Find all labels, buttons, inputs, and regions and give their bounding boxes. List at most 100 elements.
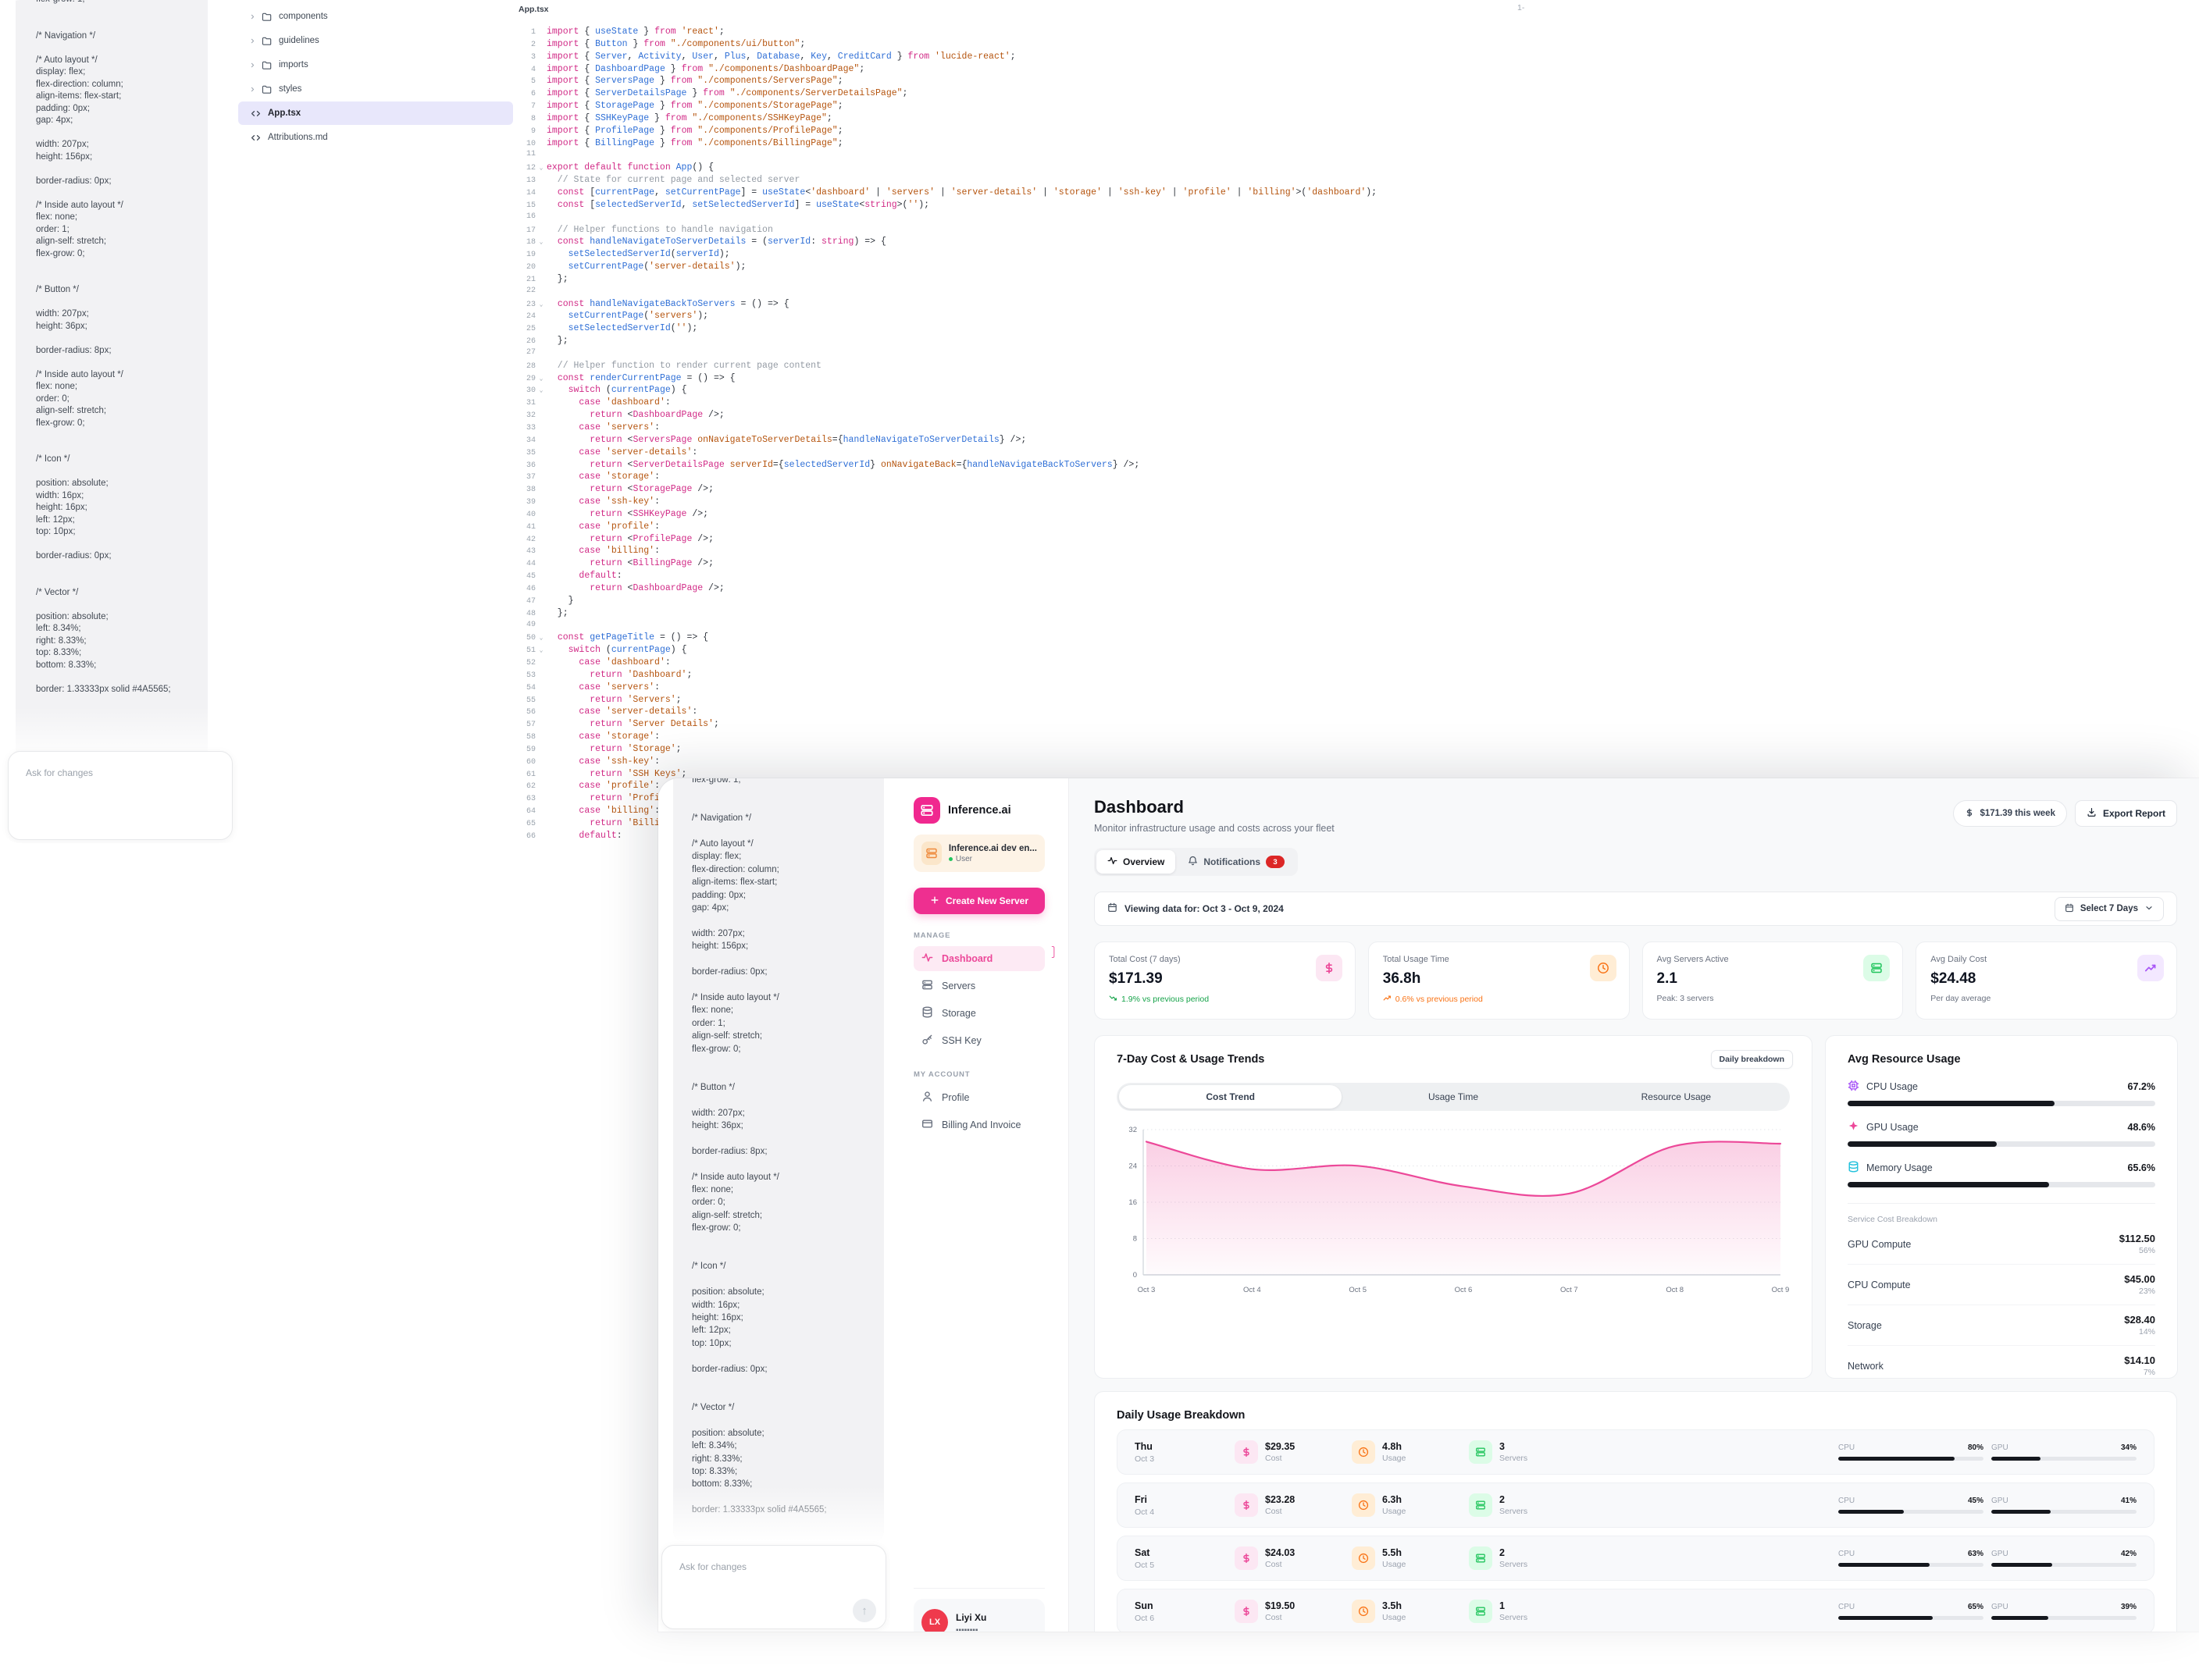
ask-for-changes-input-floating[interactable]: Ask for changes ↑ xyxy=(661,1545,886,1629)
sidebar-item-dashboard[interactable]: Dashboard xyxy=(914,946,1055,971)
view-tabs: Overview Notifications 3 xyxy=(1094,848,1299,876)
workspace-name: Inference.ai dev en... xyxy=(948,843,1037,853)
trend-tab-cost-trend[interactable]: Cost Trend xyxy=(1119,1085,1342,1109)
chat-css-text-floating: flex-grow: 1; /* Navigation */ /* Auto l… xyxy=(692,778,827,1514)
daily-row-fri[interactable]: Fri Oct 4 $23.28 Cost 6.3h Usage 2 Servers CPU 45… xyxy=(1117,1482,2154,1528)
code-text: return <StoragePage />; xyxy=(590,484,714,495)
daily-value-label: Usage xyxy=(1382,1507,1406,1516)
code-text: return <ProfilePage />; xyxy=(590,533,714,544)
tree-item-styles[interactable]: styles xyxy=(238,77,513,101)
server-icon xyxy=(1469,1600,1492,1623)
tree-item-guidelines[interactable]: guidelines xyxy=(238,29,513,52)
code-text: case 'storage': xyxy=(579,731,660,742)
code-line: 21 }; xyxy=(515,274,1377,287)
fold-caret-icon[interactable]: ⌄ xyxy=(539,387,544,395)
daily-value-label: Servers xyxy=(1499,1560,1528,1569)
select-days-dropdown[interactable]: Select 7 Days xyxy=(2054,896,2164,921)
dollar-icon xyxy=(1235,1440,1258,1464)
daily-value: $24.03 xyxy=(1265,1547,1296,1558)
tree-item-app-tsx[interactable]: App.tsx xyxy=(238,101,513,125)
code-text: // State for current page and selected s… xyxy=(547,175,800,186)
figma-make-window: flex-grow: 1; /* Navigation */ /* Auto l… xyxy=(8,0,1525,843)
line-number: 14 xyxy=(526,188,536,198)
daily-row-sat[interactable]: Sat Oct 5 $24.03 Cost 5.5h Usage 2 Servers CPU 63… xyxy=(1117,1536,2154,1581)
usage-label: CPU Usage xyxy=(1866,1081,1918,1092)
metric-value: $24.48 xyxy=(1930,970,1976,987)
daily-value: $23.28 xyxy=(1265,1494,1296,1505)
send-icon[interactable]: ↑ xyxy=(853,1599,876,1622)
sidebar-item-servers[interactable]: Servers xyxy=(914,973,1045,998)
workspace-role: User xyxy=(948,855,1037,863)
trend-down-icon xyxy=(1109,994,1117,1005)
trend-card-title: 7-Day Cost & Usage Trends xyxy=(1117,1053,1265,1066)
code-editor[interactable]: 1 import { useState } from 'react'; 2 impor… xyxy=(515,27,1377,843)
usage-percent: 67.2% xyxy=(2127,1081,2155,1092)
sidebar-item-billing-and-invoice[interactable]: Billing And Invoice xyxy=(914,1112,1045,1137)
tab-notifications[interactable]: Notifications 3 xyxy=(1177,850,1296,874)
tab-overview[interactable]: Overview xyxy=(1096,850,1176,874)
line-number: 28 xyxy=(526,361,536,371)
fold-caret-icon[interactable]: ⌄ xyxy=(539,375,544,383)
ask-placeholder: Ask for changes xyxy=(679,1561,747,1572)
line-number: 15 xyxy=(526,201,536,210)
code-line: 36 return <ServerDetailsPage serverId={s… xyxy=(515,460,1377,472)
usage-progress-bar xyxy=(1848,1101,2155,1106)
code-text: import { ServerDetailsPage } from "./com… xyxy=(547,88,908,99)
line-number: 54 xyxy=(526,683,536,692)
daily-row-thu[interactable]: Thu Oct 3 $29.35 Cost 4.8h Usage 3 Servers CPU 80… xyxy=(1117,1429,2154,1475)
code-file-icon xyxy=(251,133,268,143)
line-number: 51 xyxy=(526,646,536,656)
code-line: 30 ⌄ switch (currentPage) { xyxy=(515,385,1377,397)
fold-caret-icon[interactable]: ⌄ xyxy=(539,647,544,655)
page-title: Dashboard xyxy=(1094,797,1184,817)
fold-caret-icon[interactable]: ⌄ xyxy=(539,165,544,173)
sidebar-item-storage[interactable]: Storage xyxy=(914,1001,1045,1026)
code-line: 11 xyxy=(515,150,1377,162)
trend-tab-resource-usage[interactable]: Resource Usage xyxy=(1641,1091,1712,1102)
code-line: 17 // Helper functions to handle navigat… xyxy=(515,225,1377,237)
sidebar-item-label: Dashboard xyxy=(942,953,993,964)
code-text: case 'billing': xyxy=(579,806,660,817)
svg-text:8: 8 xyxy=(1133,1235,1137,1244)
metric-label: Total Usage Time xyxy=(1382,955,1449,964)
usage-label: Memory Usage xyxy=(1866,1162,1933,1173)
metric-subtext: 0.6% vs previous period xyxy=(1383,994,1615,1005)
code-text: setSelectedServerId(serverId); xyxy=(568,249,730,260)
workspace-switcher[interactable]: Inference.ai dev en... User xyxy=(914,835,1045,872)
svg-text:Oct 7: Oct 7 xyxy=(1560,1286,1578,1294)
fold-caret-icon[interactable]: ⌄ xyxy=(539,635,544,642)
editor-file-tab[interactable]: App.tsx xyxy=(519,5,549,14)
trend-tab-usage-time[interactable]: Usage Time xyxy=(1427,1091,1478,1102)
metric-subtext: Per day average xyxy=(1930,994,1991,1003)
user-card[interactable]: LX Liyi Xu ▪▪▪▪▪▪▪▪ xyxy=(914,1599,1045,1632)
line-number: 10 xyxy=(526,139,536,148)
code-text: const [selectedServerId, setSelectedServ… xyxy=(557,199,930,210)
line-number: 37 xyxy=(526,473,536,482)
weekly-cost-pill[interactable]: $171.39 this week xyxy=(1953,800,2067,827)
ask-placeholder: Ask for changes xyxy=(26,767,94,778)
code-text: case 'dashboard': xyxy=(579,397,671,408)
tree-item-components[interactable]: components xyxy=(238,5,513,28)
daily-row-sun[interactable]: Sun Oct 6 $19.50 Cost 3.5h Usage 1 Servers CPU 65… xyxy=(1117,1589,2154,1632)
export-report-button[interactable]: Export Report xyxy=(2074,800,2177,827)
clock-icon xyxy=(1352,1493,1375,1517)
tree-item-imports[interactable]: imports xyxy=(238,53,513,77)
tree-item-attributions-md[interactable]: Attributions.md xyxy=(238,126,513,149)
code-line: 62 case 'profile': xyxy=(515,781,1377,793)
fold-caret-icon[interactable]: ⌄ xyxy=(539,301,544,308)
code-text: return 'Dashboard'; xyxy=(590,669,693,680)
code-text: return <DashboardPage />; xyxy=(590,410,725,421)
dollar-icon xyxy=(1315,955,1342,981)
fold-caret-icon[interactable]: ⌄ xyxy=(539,239,544,247)
line-number: 2 xyxy=(530,40,536,49)
ask-for-changes-input[interactable]: Ask for changes xyxy=(8,751,233,840)
sidebar-item-profile[interactable]: Profile xyxy=(914,1085,1045,1110)
create-new-server-button[interactable]: Create New Server xyxy=(914,888,1045,914)
line-number: 7 xyxy=(530,102,536,112)
preview-window: flex-grow: 1; /* Navigation */ /* Auto l… xyxy=(658,778,2199,1632)
daily-gpu-usage: GPU 39% xyxy=(1991,1603,2137,1620)
chat-css-message: flex-grow: 1; /* Navigation */ /* Auto l… xyxy=(16,0,208,763)
code-file-icon xyxy=(251,109,268,119)
sidebar-item-ssh-key[interactable]: SSH Key xyxy=(914,1028,1045,1053)
sidebar-item-label: Billing And Invoice xyxy=(942,1119,1021,1130)
